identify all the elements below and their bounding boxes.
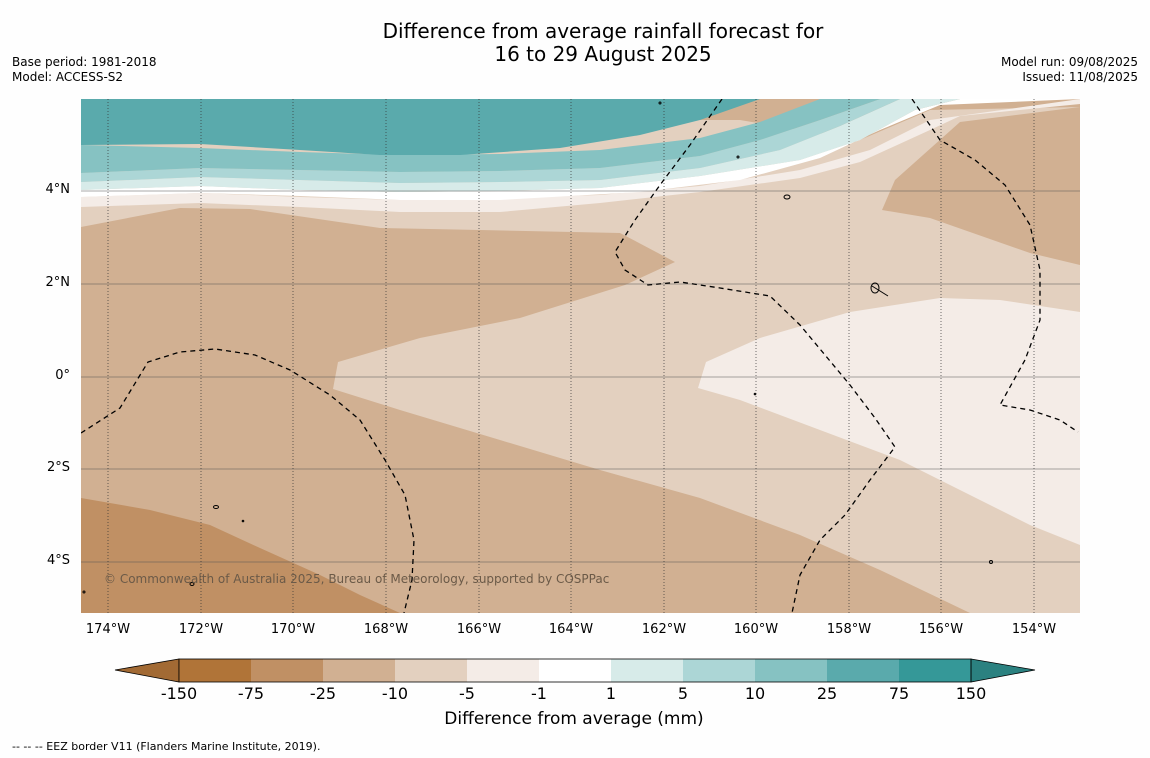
copyright-notice: © Commonwealth of Australia 2025, Bureau… [104, 572, 610, 586]
lon-tick: 170°W [270, 622, 316, 637]
lat-tick: 4°N [45, 182, 71, 197]
band-plus5-plus10 [81, 99, 900, 183]
colorbar-label: 10 [744, 684, 766, 703]
colorbar-bin [611, 659, 683, 682]
eez-border [81, 99, 1079, 613]
lon-tick: 174°W [85, 622, 131, 637]
base-period: Base period: 1981-2018 [12, 55, 157, 69]
colorbar-label: -25 [309, 684, 337, 703]
lon-tick: 164°W [548, 622, 594, 637]
title-line2: 16 to 29 August 2025 [494, 42, 712, 66]
lon-tick: 160°W [733, 622, 779, 637]
lat-tick: 4°S [46, 553, 70, 568]
lon-tick: 158°W [826, 622, 872, 637]
colorbar-bin [251, 659, 323, 682]
colorbar-label: 75 [888, 684, 910, 703]
colorbar-bin [395, 659, 467, 682]
model-run: Model run: 09/08/2025 [1000, 55, 1138, 69]
colorbar-extend-high [970, 658, 1036, 683]
region-minus5-minus1 [698, 298, 1080, 545]
colorbar-extend-low [114, 658, 180, 683]
lon-tick: 166°W [456, 622, 502, 637]
lat-tick: 2°S [46, 460, 70, 475]
colorbar-label: 150 [955, 684, 987, 703]
band-minus5-minus1-north [81, 99, 1080, 212]
colorbar-label: 5 [677, 684, 689, 703]
region-minus25-northeast [882, 107, 1080, 265]
region-plus25-plus75 [81, 99, 760, 155]
colorbar-label: -150 [160, 684, 198, 703]
islands [82, 101, 993, 594]
colorbar-outline [178, 658, 972, 683]
lon-tick: 156°W [918, 622, 964, 637]
band-minus1-plus1 [81, 99, 1080, 200]
colorbar-bin [467, 659, 539, 682]
lon-tick: 172°W [178, 622, 224, 637]
colorbar-label: 1 [605, 684, 617, 703]
colorbar-bin [179, 659, 251, 682]
model-name: Model: ACCESS-S2 [12, 70, 124, 84]
colorbar-bin [539, 659, 611, 682]
region-lt-minus25 [81, 498, 400, 613]
colorbar-bin [827, 659, 899, 682]
colorbar-title: Difference from average (mm) [444, 709, 704, 729]
rainfall-anomaly-field [81, 99, 1080, 613]
eez-footnote: -- -- -- EEZ border V11 (Flanders Marine… [12, 740, 321, 753]
lat-tick: 0° [55, 368, 70, 383]
issued-date: Issued: 11/08/2025 [1022, 70, 1138, 84]
colorbar-label: -75 [237, 684, 265, 703]
latitude-gridlines [81, 190, 1080, 563]
region-minus10-minus5 [81, 107, 1080, 613]
colorbar-label: 25 [816, 684, 838, 703]
colorbar-bin [755, 659, 827, 682]
colorbar-label: -1 [531, 684, 547, 703]
colorbar-label: -5 [459, 684, 475, 703]
colorbar-bin [683, 659, 755, 682]
title-line1: Difference from average rainfall forecas… [382, 19, 824, 43]
band-plus10-plus25 [81, 99, 880, 173]
colorbar-bin [899, 659, 971, 682]
lon-tick: 162°W [641, 622, 687, 637]
lon-tick: 154°W [1011, 622, 1057, 637]
band-plus1-plus5 [81, 99, 960, 192]
colorbar-label: -10 [381, 684, 409, 703]
colorbar [114, 658, 1036, 683]
lat-tick: 2°N [45, 275, 71, 290]
lon-tick: 168°W [363, 622, 409, 637]
colorbar-bin [323, 659, 395, 682]
